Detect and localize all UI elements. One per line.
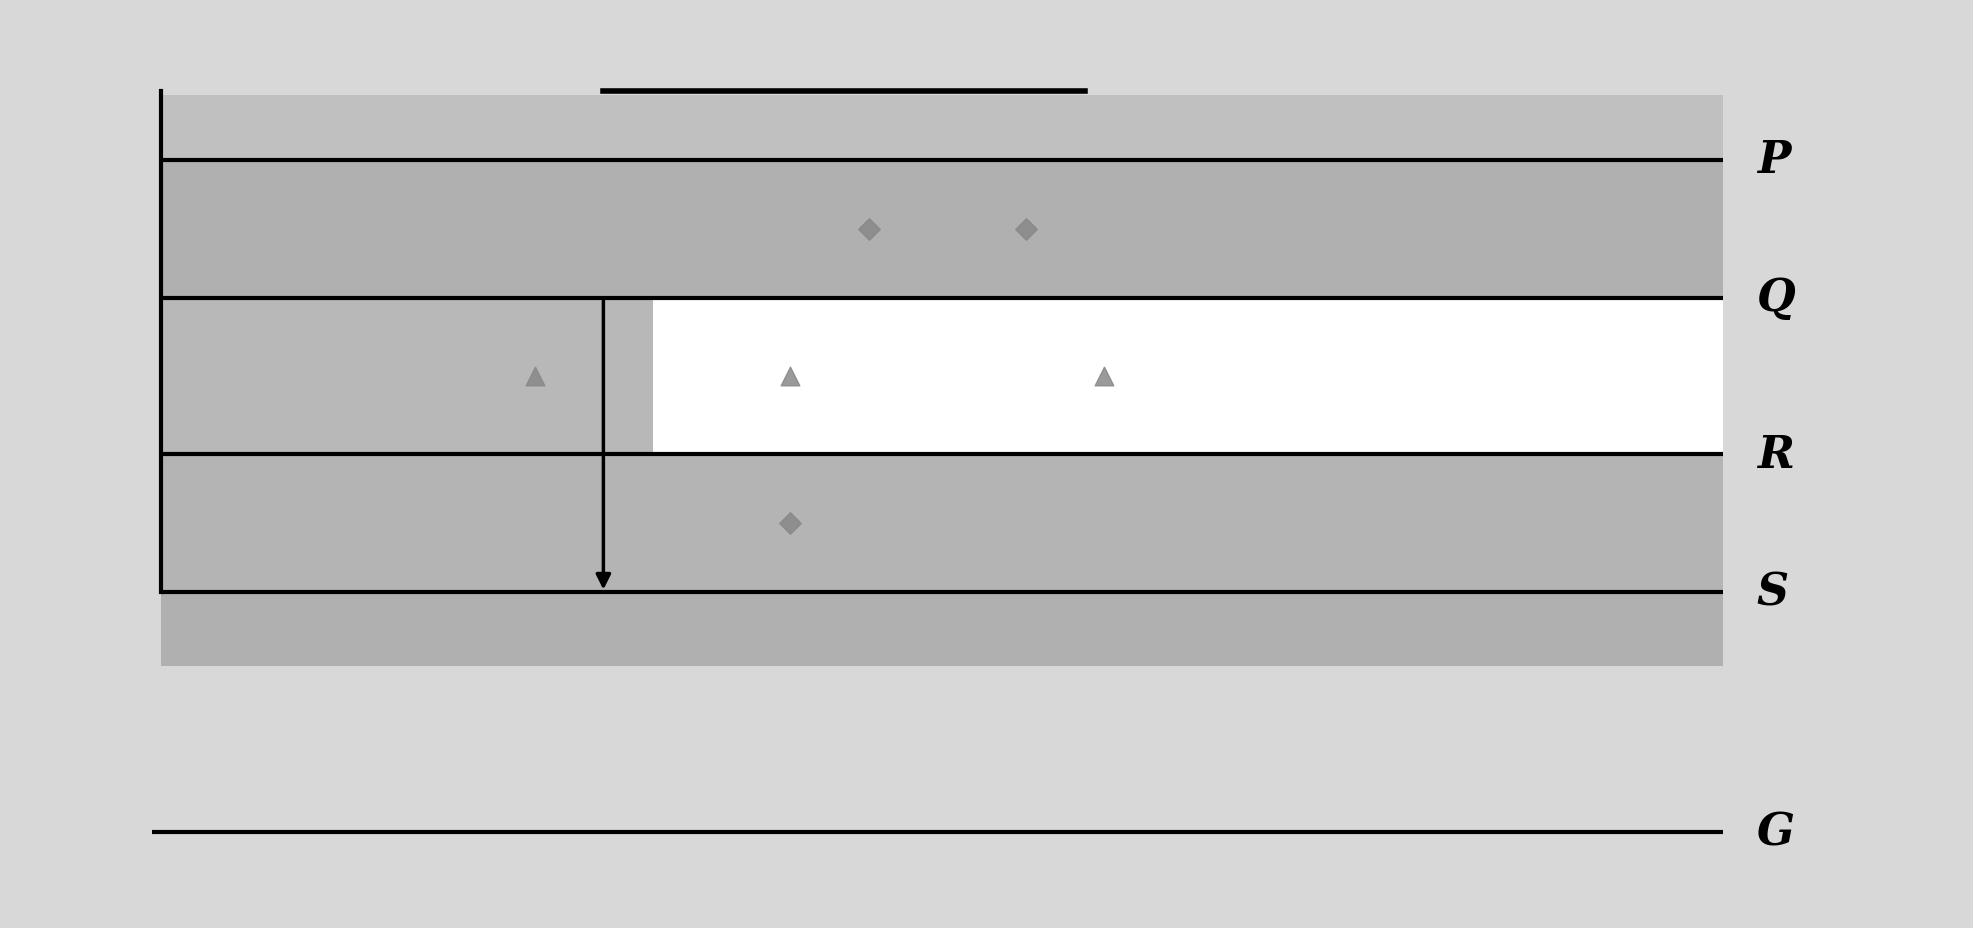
Text: G: G (1756, 810, 1795, 854)
Point (519, 369, 550, 384)
Point (1010, 222, 1042, 237)
Text: Q: Q (1756, 277, 1795, 320)
Text: R: R (1756, 433, 1793, 476)
Bar (653, 299, 1722, 455)
Text: S: S (1756, 572, 1790, 614)
Bar (162, 97, 1722, 161)
Text: P: P (1756, 139, 1790, 182)
Bar (162, 455, 1722, 593)
Point (1089, 369, 1121, 384)
Bar (162, 593, 1722, 666)
Point (773, 516, 805, 531)
Bar (162, 161, 1722, 299)
Point (773, 369, 805, 384)
Point (852, 222, 884, 237)
Bar (162, 299, 653, 455)
